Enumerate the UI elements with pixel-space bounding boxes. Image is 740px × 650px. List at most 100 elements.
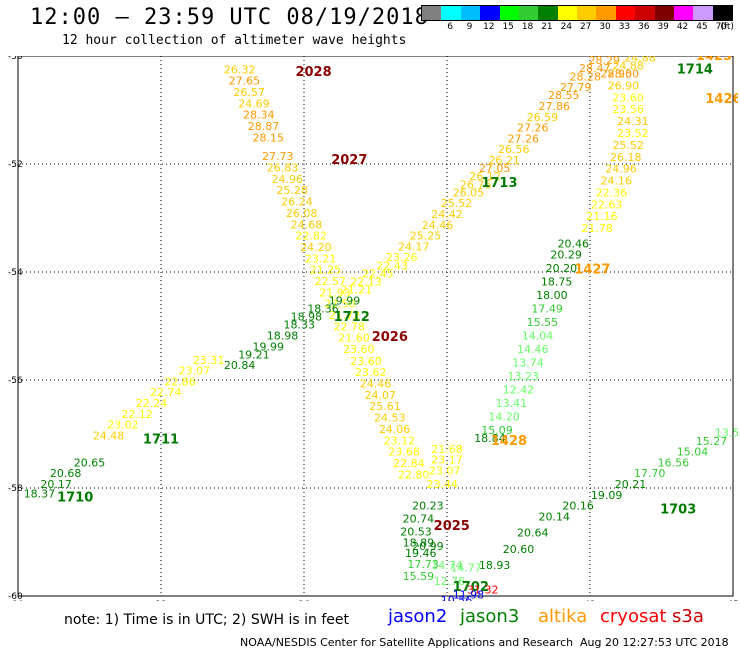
wave-height-value: 27.79: [560, 81, 592, 94]
wave-height-value: 19.09: [591, 489, 623, 502]
wave-height-value: 20.29: [550, 249, 582, 262]
lat-label: -56: [8, 376, 23, 386]
color-swatch: [654, 6, 674, 20]
color-swatch: [693, 6, 713, 20]
wave-height-value: 21.60: [338, 332, 370, 345]
wave-height-value: 28.29: [589, 56, 621, 67]
color-swatch: [712, 6, 732, 20]
color-swatch: [499, 6, 519, 20]
pass-label: 1702: [453, 580, 489, 595]
wave-height-value: 14.74: [431, 559, 463, 572]
lat-label: -52: [8, 160, 23, 170]
color-swatch: [635, 6, 655, 20]
map-frame: [17, 56, 734, 597]
wave-height-value: 17.49: [531, 303, 563, 316]
wave-height-value: 15.04: [677, 446, 709, 459]
wave-height-value: 24.69: [238, 97, 270, 110]
wave-height-value: 22.86: [164, 375, 196, 388]
wave-height-value: 18.75: [541, 276, 573, 289]
wave-height-value: 25.61: [369, 400, 401, 413]
wave-height-value: 20.16: [562, 500, 594, 513]
wave-height-value: 11.98: [453, 589, 485, 601]
wave-height-value: 31.32: [467, 583, 499, 596]
pass-label: 1427: [574, 262, 610, 277]
wave-height-value: 26.57: [233, 86, 265, 99]
wave-height-value: 24.48: [93, 429, 125, 442]
wave-height-value: 14.46: [517, 343, 549, 356]
wave-height-value: 14.20: [488, 411, 520, 424]
wave-height-value: 20.21: [615, 478, 647, 491]
wave-height-value: 21.93: [319, 286, 351, 299]
scale-tick-label: 39: [657, 22, 669, 32]
wave-height-value: 12.42: [503, 384, 535, 397]
wave-height-value: 18.00: [536, 289, 568, 302]
generated-timestamp: Aug 20 12:27:53 UTC 2018: [580, 636, 729, 649]
wave-height-value: 21.16: [586, 210, 618, 223]
wave-height-value: 23.52: [617, 127, 649, 140]
wave-height-value: 22.45: [362, 267, 394, 280]
wave-height-value: 26.59: [527, 111, 559, 124]
color-swatch: [441, 6, 461, 20]
wave-height-value: 23.56: [612, 103, 644, 116]
wave-height-value: 27.26: [508, 132, 540, 145]
wave-height-value: 28.00: [608, 68, 640, 81]
wave-height-value: 24.68: [291, 218, 323, 231]
wave-height-value: 23.17: [431, 454, 463, 467]
wave-height-value: 20.68: [50, 467, 82, 480]
wave-height-value: 24.46: [360, 378, 392, 391]
wave-height-value: 18.98: [291, 311, 323, 324]
wave-height-value: 20.64: [517, 527, 549, 540]
color-swatch: [480, 6, 500, 20]
lat-label: -50: [8, 56, 23, 62]
wave-height-value: 13.23: [508, 370, 540, 383]
wave-height-value: 24.88: [612, 60, 644, 73]
wave-height-value: 16.56: [658, 456, 690, 469]
wave-height-value: 21.72: [329, 309, 361, 322]
scale-tick-label: 6: [447, 22, 453, 32]
wave-height-value: 20.14: [539, 510, 571, 523]
color-swatch: [518, 6, 539, 20]
credit-line: NOAA/NESDIS Center for Satellite Applica…: [240, 636, 574, 649]
wave-height-value: 21.21: [341, 284, 373, 297]
wave-height-value: 24.17: [398, 240, 430, 253]
wave-height-value: 22.57: [314, 275, 346, 288]
wave-height-value: 23.44: [426, 478, 458, 491]
wave-height-value: 22.36: [596, 186, 628, 199]
wave-height-value: 15.27: [696, 435, 728, 448]
legend-altika: altika: [538, 606, 588, 627]
wave-height-value: 19.99: [329, 294, 361, 307]
page-subtitle: 12 hour collection of altimeter wave hei…: [62, 33, 407, 48]
pass-label: 2027: [331, 153, 367, 168]
lat-label: -54: [8, 268, 23, 278]
pass-label: 1426: [705, 92, 738, 107]
wave-height-value: 26.90: [608, 79, 640, 92]
lon-label: 45: [727, 600, 738, 601]
wave-height-value: 20.84: [224, 359, 256, 372]
wave-height-value: 28.28: [569, 70, 601, 83]
wave-height-value: 22.24: [136, 397, 168, 410]
color-swatch: [460, 6, 481, 20]
color-swatch: [673, 6, 694, 20]
wave-height-value: 12.76: [434, 575, 466, 588]
color-scale-bar: [421, 5, 733, 21]
wave-height-value: 23.07: [429, 465, 461, 478]
wave-height-value: 24.46: [422, 219, 454, 232]
legend-jason2: jason2: [388, 606, 448, 627]
wave-height-value: 14.77: [450, 562, 482, 575]
wave-height-value: 23.68: [388, 446, 420, 459]
wave-height-value: 22.82: [295, 230, 327, 243]
wave-height-value: 23.31: [193, 354, 225, 367]
legend-cryosat: cryosat: [600, 606, 667, 627]
wave-height-value: 20.99: [412, 540, 444, 553]
wave-height-value: 18.93: [479, 559, 511, 572]
wave-height-value: 18.84: [474, 432, 506, 445]
wave-height-value: 27.86: [539, 100, 571, 113]
wave-height-value: 13.58: [715, 427, 738, 440]
scale-tick-label: 21: [541, 22, 553, 32]
page-title: 12:00 – 23:59 UTC 08/19/2018: [30, 5, 429, 30]
pass-label: 1713: [481, 176, 517, 191]
wave-height-value: 20.65: [74, 456, 106, 469]
scale-tick-label: 30: [599, 22, 611, 32]
wave-height-value: 26.24: [281, 196, 313, 209]
